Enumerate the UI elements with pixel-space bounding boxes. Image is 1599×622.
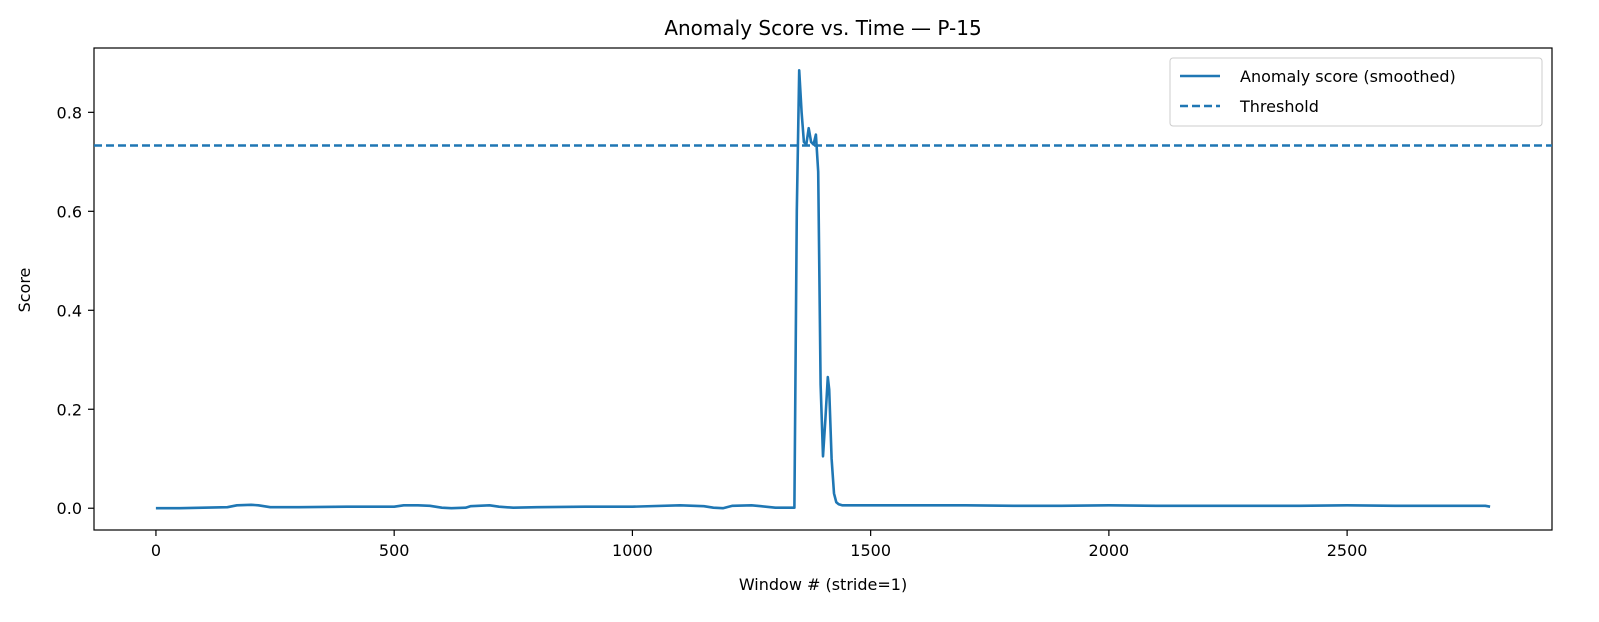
plot-marks: [94, 69, 1552, 510]
x-axis-ticks: 0 500 1000 1500 2000 2500: [151, 530, 1368, 560]
legend-label-threshold: Threshold: [1239, 97, 1319, 116]
legend: Anomaly score (smoothed) Threshold: [1169, 57, 1543, 127]
x-tick-label: 1000: [612, 541, 653, 560]
x-axis-title: Window # (stride=1): [739, 575, 907, 594]
x-tick-label: 2000: [1089, 541, 1130, 560]
y-tick-label: 0.6: [57, 202, 82, 221]
legend-box: [1169, 57, 1543, 127]
y-axis-ticks: 0.0 0.2 0.4 0.6 0.8: [57, 103, 94, 518]
y-tick-label: 0.4: [57, 301, 82, 320]
x-tick-label: 1500: [850, 541, 891, 560]
plot-area: [93, 47, 1553, 531]
x-tick-label: 0: [151, 541, 161, 560]
chart-title: Anomaly Score vs. Time — P-15: [664, 16, 981, 40]
legend-label-score: Anomaly score (smoothed): [1240, 67, 1456, 86]
y-tick-label: 0.8: [57, 103, 82, 122]
x-tick-label: 500: [379, 541, 410, 560]
x-tick-label: 2500: [1327, 541, 1368, 560]
y-tick-label: 0.0: [57, 499, 82, 518]
score-series-line: [155, 69, 1491, 510]
y-axis-title: Score: [15, 268, 34, 313]
y-tick-label: 0.2: [57, 400, 82, 419]
